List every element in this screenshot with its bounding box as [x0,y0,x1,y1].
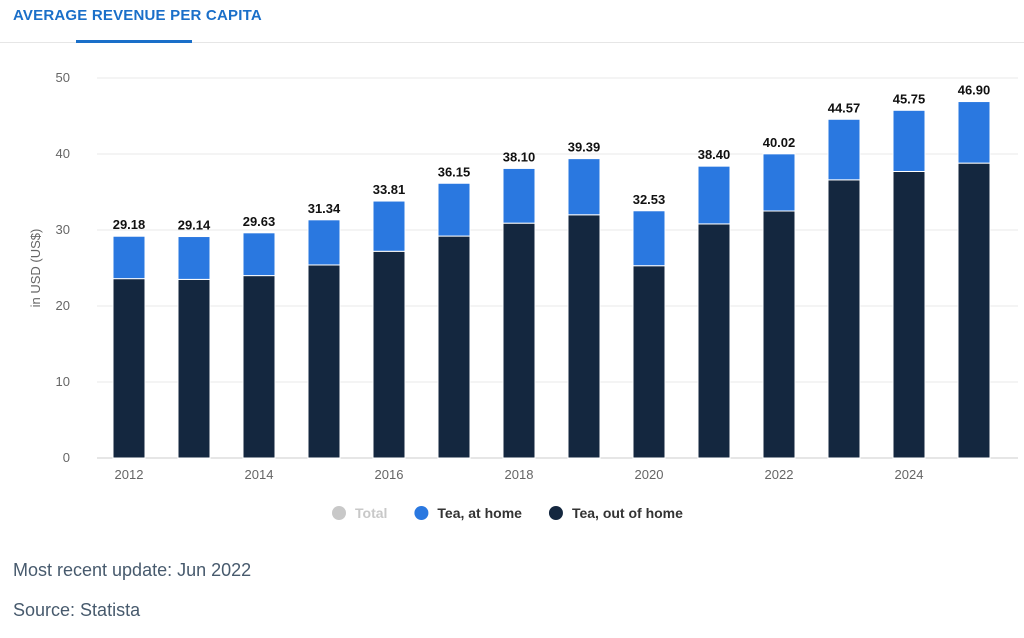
bar-segment[interactable] [307,219,341,266]
bar-segment[interactable] [307,264,341,459]
bar-segment[interactable] [892,170,926,459]
source-prefix: Source: [13,600,81,620]
data-label: 44.57 [828,100,861,115]
data-label: 38.40 [698,147,731,162]
update-prefix: Most recent update: [13,560,178,580]
tab-average-revenue-per-capita[interactable]: AVERAGE REVENUE PER CAPITA [13,7,262,24]
data-label: 33.81 [373,182,406,197]
bar-segment[interactable] [632,210,666,267]
data-label: 45.75 [893,91,926,106]
y-tick-label: 10 [56,374,70,389]
y-tick-label: 40 [56,146,70,161]
bar-segment[interactable] [112,235,146,280]
data-label: 29.63 [243,214,276,229]
data-label: 32.53 [633,192,666,207]
x-tick-label: 2024 [895,467,924,482]
bar-segment[interactable] [567,158,601,216]
bar-segment[interactable] [502,222,536,459]
bar-segment[interactable] [827,118,861,181]
x-tick-label: 2018 [505,467,534,482]
bar-segment[interactable] [697,165,731,225]
bar-segment[interactable] [957,101,991,164]
x-tick-label: 2012 [115,467,144,482]
source-line: Source: Statista [13,600,140,621]
bar-segment[interactable] [177,278,211,459]
bar-segment[interactable] [437,235,471,459]
legend-item-label[interactable]: Total [355,505,387,521]
bar-segment[interactable] [697,223,731,459]
bar-segment[interactable] [242,275,276,459]
data-label: 36.15 [438,164,471,179]
most-recent-update: Most recent update: Jun 2022 [13,560,251,581]
data-label: 38.10 [503,149,536,164]
bar-segment[interactable] [372,250,406,459]
source-link[interactable]: Statista [80,600,141,620]
bar-segment[interactable] [502,167,536,224]
data-label: 29.18 [113,217,146,232]
y-tick-label: 30 [56,222,70,237]
legend-item-label[interactable]: Tea, at home [437,505,522,521]
revenue-chart: 0 10 20 30 40 50 in USD (US$) 29.18 2012 29.14 29.… [28,70,1018,521]
bar-segment[interactable] [827,179,861,459]
y-axis-label: in USD (US$) [28,229,43,308]
bar-segment[interactable] [762,153,796,212]
bar-segment[interactable] [762,210,796,459]
x-tick-label: 2020 [635,467,664,482]
bar-segment[interactable] [632,265,666,459]
legend-item-label[interactable]: Tea, out of home [572,505,683,521]
legend-marker[interactable] [332,506,346,520]
y-tick-label: 0 [63,450,70,465]
bar-segment[interactable] [892,109,926,172]
update-date: Jun 2022 [177,560,252,580]
bar-segment[interactable] [372,200,406,252]
bar-segment[interactable] [177,236,211,280]
data-label: 40.02 [763,135,796,150]
active-tab-indicator [76,40,192,43]
bar-segment[interactable] [437,182,471,237]
data-label: 39.39 [568,140,601,155]
tab-bar: AVERAGE REVENUE PER CAPITA [0,0,1024,43]
data-label: 31.34 [308,201,341,216]
x-tick-label: 2016 [375,467,404,482]
bar-segment[interactable] [112,278,146,459]
legend-marker[interactable] [414,506,429,520]
bar-segment[interactable] [957,162,991,459]
data-label: 46.90 [958,83,991,98]
y-tick-label: 20 [56,298,70,313]
legend-marker[interactable] [548,506,563,520]
bar-segment[interactable] [567,214,601,459]
y-tick-label: 50 [56,70,70,85]
data-label: 29.14 [178,218,211,233]
x-tick-label: 2014 [245,467,274,482]
x-tick-label: 2022 [765,467,794,482]
bar-segment[interactable] [242,232,276,277]
